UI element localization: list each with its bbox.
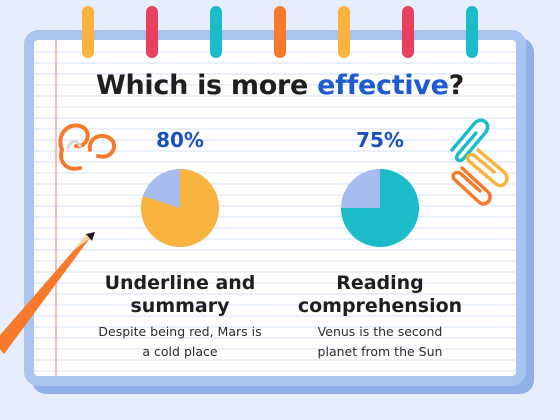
- ruled-lines: [34, 51, 516, 372]
- option-title: Reading comprehension: [270, 272, 490, 318]
- option-title-line: summary: [130, 295, 230, 317]
- option-description-line: Venus is the second: [317, 324, 443, 339]
- pie-chart: [341, 169, 419, 247]
- binder-tab: [274, 6, 286, 58]
- binder-tab: [338, 6, 350, 58]
- pie-chart: [141, 169, 219, 247]
- notebook-paper: [34, 40, 516, 376]
- option-title: Underline and summary: [70, 272, 290, 318]
- title-question-mark: ?: [448, 70, 465, 101]
- binder-tab: [402, 6, 414, 58]
- binder-tabs: [82, 6, 478, 58]
- title-text: Which is more: [96, 70, 318, 101]
- option-description: Despite being red, Mars is a cold place: [80, 322, 280, 362]
- pencil-icon: [0, 232, 95, 354]
- binder-tab: [146, 6, 158, 58]
- option-title-line: Underline and: [104, 272, 256, 294]
- option-description: Venus is the second planet from the Sun: [280, 322, 480, 362]
- percent-label: 75%: [356, 128, 404, 152]
- binder-tab: [466, 6, 478, 58]
- option-description-line: planet from the Sun: [317, 344, 443, 359]
- pie-slice-value: [141, 169, 219, 247]
- option-title-line: comprehension: [297, 295, 463, 317]
- option-description-line: Despite being red, Mars is: [98, 324, 262, 339]
- option-title-line: Reading: [336, 272, 424, 294]
- title-accent: effective: [317, 70, 449, 101]
- binder-tab: [82, 6, 94, 58]
- paperclip-icon: [450, 118, 509, 206]
- page-title: Which is more effective?: [0, 70, 560, 101]
- pie-slice-value: [341, 169, 419, 247]
- pencil-shavings-icon: [58, 123, 117, 171]
- percent-label: 80%: [156, 128, 204, 152]
- binder-tab: [210, 6, 222, 58]
- option-description-line: a cold place: [142, 344, 218, 359]
